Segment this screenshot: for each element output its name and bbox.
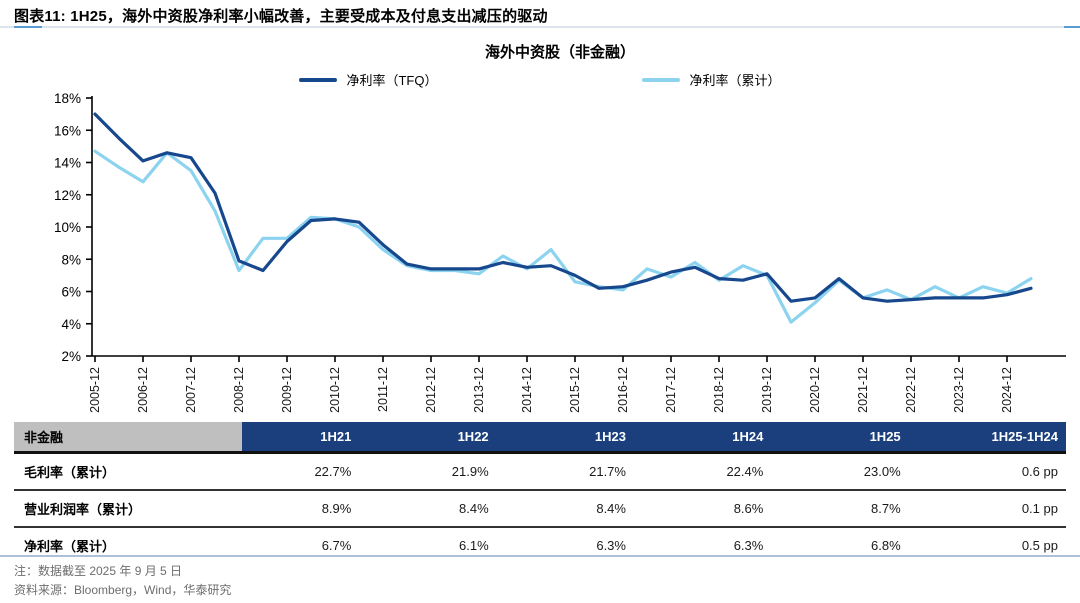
table-row-operating-margin: 营业利润率（累计） 8.9% 8.4% 8.4% 8.6% 8.7% 0.1 p…	[14, 491, 1066, 528]
title-divider-line	[0, 26, 1080, 28]
cell-value: 6.8%	[871, 538, 901, 553]
table-col-1h22: 1H22	[379, 422, 517, 451]
svg-text:2016-12: 2016-12	[616, 367, 630, 413]
svg-text:2007-12: 2007-12	[184, 367, 198, 413]
svg-text:2011-12: 2011-12	[376, 367, 390, 412]
net-margin-line-chart: 2% 4% 6% 8% 10% 12% 14% 16% 18% 2005-12 2006-12 200…	[54, 91, 1066, 413]
svg-text:2009-12: 2009-12	[280, 367, 294, 413]
chart-title: 海外中资股（非金融）	[484, 44, 635, 61]
footnote-data-cutoff: 注：数据截至 2025 年 9 月 5 日	[14, 564, 183, 578]
legend-item-cumulative: 净利率（累计）	[642, 70, 781, 89]
svg-text:2020-12: 2020-12	[808, 367, 822, 413]
legend-item-tfq: 净利率（TFQ）	[299, 70, 437, 89]
table-row-gross-margin: 毛利率（累计） 22.7% 21.9% 21.7% 22.4% 23.0% 0.…	[14, 454, 1066, 491]
svg-text:12%: 12%	[54, 188, 81, 203]
svg-text:2%: 2%	[61, 349, 81, 364]
cell-value: 0.5 pp	[1021, 538, 1058, 553]
margin-summary-table: 非金融 1H21 1H22 1H23 1H24 1H25 1H25-1H24 毛…	[14, 422, 1066, 563]
svg-text:8%: 8%	[61, 252, 81, 267]
cell-value: 8.4%	[459, 501, 489, 516]
cell-value: 21.9%	[451, 464, 489, 479]
svg-text:2023-12: 2023-12	[952, 367, 966, 413]
table-col-1h21: 1H21	[242, 422, 380, 451]
cell-value: 6.3%	[596, 538, 626, 553]
cell-value: 8.6%	[733, 501, 764, 516]
footnote-source: 资料来源：Bloomberg，Wind，华泰研究	[14, 583, 232, 597]
table-bottom-divider	[0, 555, 1080, 557]
svg-text:2013-12: 2013-12	[472, 367, 486, 413]
svg-text:6%: 6%	[61, 285, 81, 300]
cumulative-line-swatch	[642, 77, 681, 82]
svg-text:2015-12: 2015-12	[568, 367, 582, 413]
row-label-operating-margin: 营业利润率（累计）	[24, 502, 142, 517]
cell-value: 8.9%	[321, 501, 352, 516]
cell-value: 8.4%	[596, 501, 626, 516]
table-col-1h25: 1H25	[791, 422, 929, 451]
row-label-gross-margin: 毛利率（累计）	[24, 465, 116, 480]
table-col-1h24: 1H24	[653, 422, 792, 451]
cell-value: 6.1%	[459, 538, 489, 553]
svg-text:2017-12: 2017-12	[664, 367, 678, 413]
cell-value: 22.7%	[314, 464, 352, 479]
svg-text:2021-12: 2021-12	[856, 367, 870, 413]
svg-text:2005-12: 2005-12	[88, 367, 102, 413]
legend-label-tfq: 净利率（TFQ）	[346, 73, 438, 88]
svg-text:4%: 4%	[61, 317, 81, 332]
svg-text:2019-12: 2019-12	[760, 367, 774, 413]
tfq-line-swatch	[299, 77, 338, 82]
svg-text:2014-12: 2014-12	[520, 367, 534, 413]
cell-value: 0.6 pp	[1021, 464, 1058, 479]
cell-value: 6.7%	[321, 538, 352, 553]
table-col-diff: 1H25-1H24	[928, 422, 1066, 451]
svg-text:16%: 16%	[54, 123, 81, 138]
svg-text:2012-12: 2012-12	[424, 367, 438, 413]
svg-text:2022-12: 2022-12	[904, 367, 918, 413]
cell-value: 8.7%	[871, 501, 901, 516]
svg-text:10%: 10%	[54, 220, 81, 235]
legend-label-cumulative: 净利率（累计）	[689, 73, 781, 88]
cell-value: 22.4%	[726, 464, 764, 479]
svg-text:18%: 18%	[54, 91, 81, 106]
cell-value: 0.1 pp	[1021, 501, 1058, 516]
cell-value: 6.3%	[733, 538, 764, 553]
svg-text:2008-12: 2008-12	[232, 367, 246, 413]
cell-value: 21.7%	[589, 464, 626, 479]
svg-text:14%: 14%	[54, 156, 81, 171]
table-corner-cell: 非金融	[14, 422, 242, 451]
table-row-net-margin: 净利率（累计） 6.7% 6.1% 6.3% 6.3% 6.8% 0.5 pp	[14, 528, 1066, 563]
title-divider-accent-right	[1064, 26, 1080, 28]
svg-text:2006-12: 2006-12	[136, 367, 150, 413]
table-col-1h23: 1H23	[516, 422, 654, 451]
figure-title: 图表11: 1H25，海外中资股净利率小幅改善，主要受成本及付息支出减压的驱动	[14, 8, 548, 25]
title-divider-accent-left	[14, 26, 42, 28]
svg-text:2024-12: 2024-12	[1000, 367, 1014, 413]
row-label-net-margin: 净利率（累计）	[24, 539, 116, 554]
svg-text:2010-12: 2010-12	[328, 367, 342, 413]
svg-text:2018-12: 2018-12	[712, 367, 726, 413]
chart-legend: 净利率（TFQ） 净利率（累计）	[0, 70, 1080, 89]
cell-value: 23.0%	[863, 464, 901, 479]
table-header-row: 非金融 1H21 1H22 1H23 1H24 1H25 1H25-1H24	[14, 422, 1066, 454]
